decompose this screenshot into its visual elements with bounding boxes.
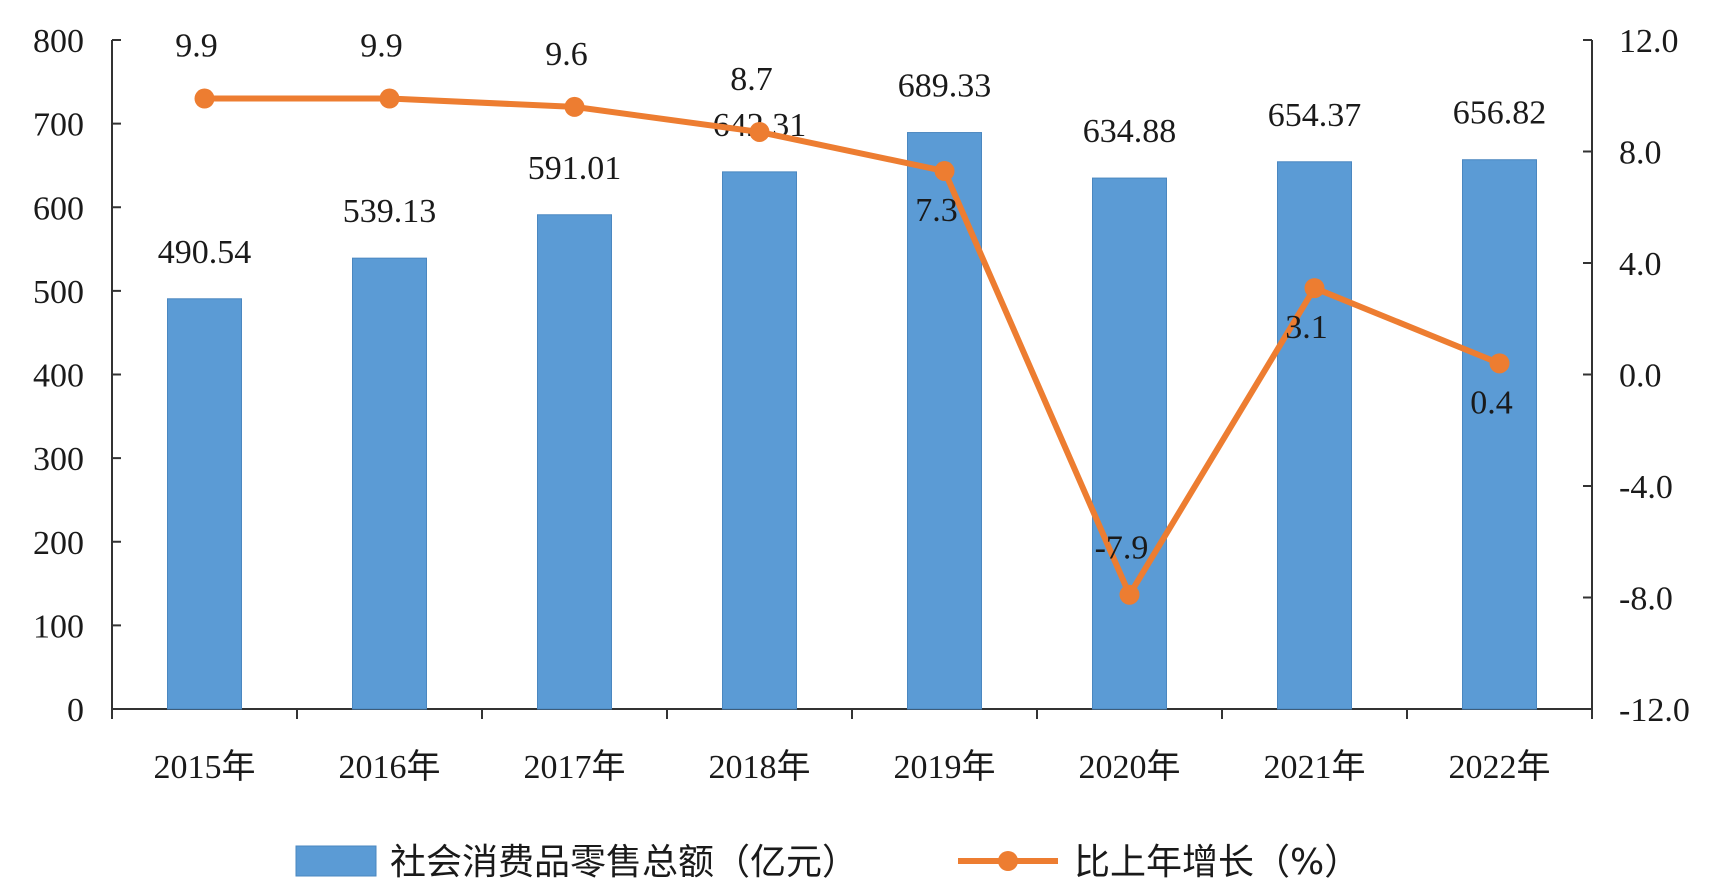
- line-data-label: 8.7: [730, 61, 773, 98]
- bar-data-label: 539.13: [343, 193, 437, 230]
- y-right-tick-label: -4.0: [1619, 469, 1673, 506]
- y-left-tick-label: 200: [33, 525, 84, 562]
- line-point: [1304, 278, 1325, 299]
- bar-data-label: 689.33: [898, 68, 992, 105]
- y-axis-left-ticks: 0 100 200 300 400 500 600 700 800: [33, 23, 121, 729]
- y-left-tick-label: 100: [33, 608, 84, 645]
- y-axis-right-ticks: -12.0 -8.0 -4.0 0.0 4.0 8.0 12.0: [1583, 23, 1690, 729]
- y-left-tick-label: 600: [33, 190, 84, 227]
- line-point: [749, 121, 770, 142]
- bar-data-labels: 490.54539.13591.01642.31689.33634.88654.…: [158, 68, 1547, 271]
- line-data-labels: 9.9 9.9 9.6 8.7 7.3 -7.9 3.1 0.4: [175, 28, 1513, 567]
- x-tick-label: 2019年: [894, 748, 996, 786]
- y-left-tick-label: 0: [67, 692, 84, 729]
- x-tick-label: 2015年: [154, 748, 256, 786]
- line-point: [1119, 584, 1140, 605]
- growth-line: [204, 95, 1501, 598]
- line-point: [379, 88, 400, 109]
- bar-data-label: 634.88: [1083, 113, 1177, 150]
- line-point: [564, 96, 585, 117]
- line-data-label: 3.1: [1285, 309, 1328, 346]
- line-data-label: -7.9: [1095, 530, 1149, 567]
- line-data-label: 9.9: [175, 28, 218, 65]
- bar: [722, 171, 797, 710]
- x-tick-label: 2022年: [1449, 748, 1551, 786]
- bar-data-label: 490.54: [158, 234, 252, 271]
- line-data-label: 9.9: [360, 28, 403, 65]
- line-point: [934, 161, 955, 182]
- x-axis-ticks: 2015年 2016年 2017年 2018年 2019年 2020年 2021年 2022年: [111, 709, 1593, 786]
- bar: [1462, 159, 1537, 710]
- line-point: [194, 88, 215, 109]
- bar-data-label: 656.82: [1453, 95, 1547, 132]
- axes: [111, 40, 1593, 710]
- line-data-label: 9.6: [545, 36, 588, 73]
- legend-line-label: 比上年增长（%）: [1074, 842, 1360, 883]
- bar: [1277, 161, 1352, 710]
- y-left-tick-label: 500: [33, 274, 84, 311]
- y-right-tick-label: 0.0: [1619, 358, 1662, 395]
- y-right-tick-label: 4.0: [1619, 246, 1662, 283]
- x-tick-label: 2016年: [339, 748, 441, 786]
- line-data-label: 0.4: [1470, 384, 1513, 421]
- line-point: [1489, 353, 1510, 374]
- x-tick-label: 2021年: [1264, 748, 1366, 786]
- bar: [537, 214, 612, 710]
- x-tick-label: 2018年: [709, 748, 811, 786]
- bar: [167, 298, 242, 710]
- y-left-tick-label: 700: [33, 107, 84, 144]
- legend-line-marker: [998, 851, 1018, 871]
- line-data-label: 7.3: [915, 192, 958, 229]
- y-left-tick-label: 800: [33, 23, 84, 60]
- bar-data-label: 591.01: [528, 150, 622, 187]
- bar: [1092, 177, 1167, 710]
- bar-data-label: 654.37: [1268, 97, 1362, 134]
- x-tick-label: 2020年: [1079, 748, 1181, 786]
- legend: 社会消费品零售总额（亿元） 比上年增长（%）: [295, 842, 1360, 883]
- x-tick-label: 2017年: [524, 748, 626, 786]
- y-left-tick-label: 400: [33, 358, 84, 395]
- line-series: [194, 88, 1510, 605]
- bar-series: [167, 132, 1537, 710]
- y-left-tick-label: 300: [33, 441, 84, 478]
- y-right-tick-label: -12.0: [1619, 692, 1690, 729]
- y-right-tick-label: 12.0: [1619, 23, 1679, 60]
- legend-bar-swatch: [295, 845, 377, 877]
- y-right-tick-label: -8.0: [1619, 581, 1673, 618]
- legend-bar-label: 社会消费品零售总额（亿元）: [390, 842, 858, 883]
- bar: [352, 257, 427, 710]
- y-right-tick-label: 8.0: [1619, 135, 1662, 172]
